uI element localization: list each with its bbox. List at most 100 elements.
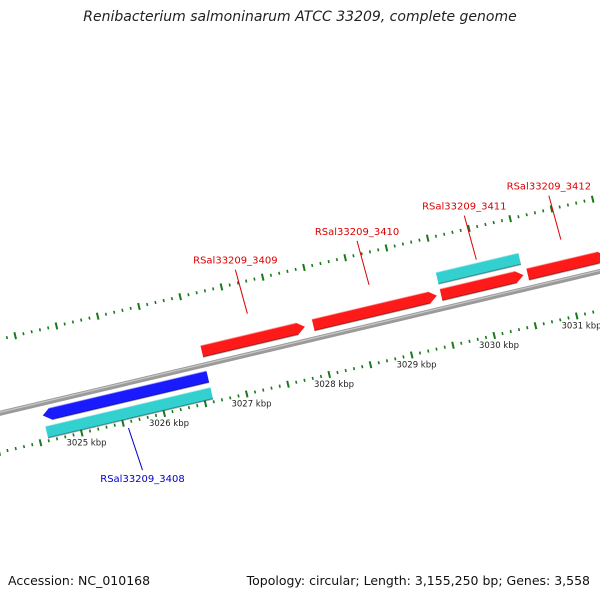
- inner-tick: [574, 312, 579, 320]
- inner-tick: [22, 444, 26, 449]
- inner-tick: [344, 368, 347, 373]
- cds-block: [435, 252, 522, 285]
- outer-tick: [566, 203, 570, 207]
- inner-tick: [138, 417, 141, 421]
- outer-tick: [236, 281, 240, 285]
- outer-tick: [13, 332, 17, 340]
- outer-tick: [533, 211, 537, 215]
- inner-tick: [278, 384, 281, 388]
- inner-tick: [476, 337, 479, 342]
- outer-tick: [459, 228, 462, 233]
- outer-tick: [146, 302, 149, 307]
- inner-tick: [517, 327, 521, 332]
- outer-tick: [178, 293, 182, 301]
- gene-arrow-shape: [526, 250, 600, 281]
- inner-tick: [509, 329, 512, 334]
- gene-arrow-highlight: [526, 250, 598, 270]
- inner-tick: [559, 318, 562, 322]
- inner-tick: [171, 409, 174, 414]
- gene-arrow-highlight: [48, 369, 207, 409]
- outer-tick: [583, 199, 586, 203]
- gene-label: RSal33209_3412: [507, 182, 591, 193]
- inner-tick: [38, 439, 43, 447]
- inner-tick: [88, 429, 92, 433]
- inner-tick: [31, 443, 34, 447]
- cds-block-shape: [435, 252, 522, 285]
- inner-tick: [47, 439, 50, 443]
- outer-tick: [377, 248, 380, 252]
- cds-block: [45, 386, 214, 439]
- inner-tick: [55, 437, 59, 441]
- outer-tick: [492, 220, 495, 225]
- inner-tick: [468, 339, 471, 343]
- inner-tick-track: [0, 310, 595, 456]
- inner-tick: [130, 419, 133, 423]
- inner-tick: [533, 322, 538, 330]
- gene-arrow-shadow: [442, 282, 518, 302]
- inner-tick: [327, 370, 332, 379]
- kbp-label: 3027 kbp: [231, 400, 271, 410]
- inner-tick: [501, 331, 504, 336]
- outer-tick: [71, 320, 75, 324]
- inner-tick: [295, 380, 298, 384]
- cds-block-shadow: [438, 263, 522, 285]
- inner-tick: [394, 357, 397, 361]
- cds-block-highlight: [435, 252, 519, 273]
- outer-tick: [154, 300, 157, 305]
- inner-tick: [352, 366, 356, 371]
- outer-tick: [278, 271, 281, 275]
- gene-arrow-highlight: [439, 270, 515, 290]
- inner-tick: [484, 335, 488, 340]
- outer-tick: [558, 205, 561, 209]
- label-leader: [548, 195, 562, 240]
- inner-tick: [402, 355, 405, 359]
- inner-tick: [14, 446, 17, 451]
- gene-arrow-body: [42, 370, 210, 420]
- inner-tick: [196, 404, 199, 408]
- outer-tick: [590, 195, 595, 203]
- gene-arrow-shape: [200, 322, 305, 358]
- outer-tick: [525, 213, 528, 217]
- outer-tick: [443, 232, 446, 236]
- outer-tick: [368, 250, 372, 254]
- inner-tick: [368, 361, 373, 369]
- inner-tick: [253, 390, 257, 394]
- outer-tick: [401, 242, 405, 246]
- gene-arrow: [526, 250, 600, 281]
- inner-tick: [113, 423, 116, 427]
- feature-track: [42, 250, 600, 439]
- gene-arrow-highlight: [311, 290, 428, 320]
- outer-tick: [5, 335, 9, 340]
- inner-tick: [435, 347, 438, 351]
- cds-block-shape: [45, 386, 214, 439]
- inner-tick: [121, 419, 125, 427]
- outer-tick: [95, 312, 100, 320]
- gene-arrow-highlight: [200, 322, 296, 347]
- outer-tick: [311, 263, 314, 268]
- outer-tick: [542, 209, 545, 213]
- gene-arrow-shadow: [51, 381, 210, 421]
- outer-tick: [319, 261, 322, 266]
- kbp-label: 3029 kbp: [396, 361, 436, 371]
- outer-tick: [575, 201, 578, 205]
- outer-tick: [187, 293, 190, 297]
- gene-label: RSal33209_3409: [193, 256, 277, 267]
- inner-tick: [526, 326, 529, 330]
- inner-tick: [377, 361, 380, 365]
- gene-arrow-shadow: [202, 333, 299, 358]
- inner-tick: [286, 380, 290, 388]
- gene-arrow: [311, 290, 437, 332]
- inner-tick: [154, 413, 158, 418]
- outer-tick: [343, 254, 347, 262]
- outer-tick: [260, 273, 265, 281]
- outer-tick: [80, 318, 83, 322]
- inner-tick: [418, 351, 422, 355]
- outer-tick: [88, 316, 91, 320]
- outer-tick: [549, 205, 554, 213]
- inner-tick: [244, 390, 249, 398]
- inner-tick: [212, 400, 215, 404]
- gene-label: RSal33209_3410: [315, 227, 399, 238]
- outer-tick: [393, 244, 396, 248]
- inner-tick: [311, 376, 314, 381]
- inner-tick: [460, 341, 463, 345]
